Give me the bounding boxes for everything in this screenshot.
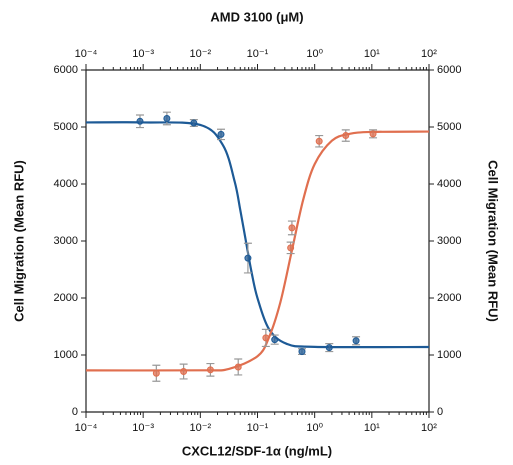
x2-tick-label: 10⁻⁴ [75, 48, 98, 60]
y-tick-label: 5000 [54, 121, 78, 133]
y2-tick-label: 0 [437, 406, 443, 418]
x-tick-label: 10⁻⁴ [75, 422, 98, 434]
data-point [152, 369, 160, 377]
data-point [234, 363, 242, 371]
data-point [342, 132, 350, 140]
data-point [288, 224, 296, 232]
y-tick-label: 1000 [54, 349, 78, 361]
y2-tick-label: 6000 [437, 64, 461, 76]
y2-tick-label: 1000 [437, 349, 461, 361]
y-tick-label: 4000 [54, 178, 78, 190]
data-point [287, 244, 295, 252]
data-point [262, 334, 270, 342]
data-point [298, 348, 306, 356]
y2-tick-label: 3000 [437, 235, 461, 247]
data-point [244, 254, 252, 262]
data-point [180, 368, 188, 376]
top-axis-title: AMD 3100 (μM) [210, 9, 303, 24]
data-point [325, 344, 333, 352]
x2-tick-label: 10⁻¹ [247, 48, 269, 60]
data-point [217, 130, 225, 138]
x-tick-label: 10⁻² [189, 422, 211, 434]
y-tick-label: 2000 [54, 292, 78, 304]
y-tick-label: 0 [72, 406, 78, 418]
data-point [163, 114, 171, 122]
fit-curve [85, 121, 430, 349]
data-point [369, 130, 377, 138]
y-axis-title: Cell Migration (Mean RFU) [11, 160, 26, 322]
data-point [315, 137, 323, 145]
x-tick-label: 10² [421, 422, 437, 434]
x2-tick-label: 10¹ [364, 48, 380, 60]
x2-tick-label: 10² [421, 48, 437, 60]
y-tick-label: 3000 [54, 235, 78, 247]
fit-curve [85, 130, 430, 372]
data-point [352, 337, 360, 345]
data-point [206, 366, 214, 374]
data-point [136, 117, 144, 125]
x2-tick-label: 10⁰ [306, 48, 323, 60]
x-axis-title: CXCL12/SDF-1α (ng/mL) [182, 443, 332, 458]
y2-axis-title: Cell Migration (Mean RFU) [486, 160, 501, 322]
x-tick-label: 10⁻³ [132, 422, 154, 434]
x-tick-label: 10⁻¹ [247, 422, 269, 434]
x2-tick-label: 10⁻³ [132, 48, 154, 60]
y2-tick-label: 2000 [437, 292, 461, 304]
y-tick-label: 6000 [54, 64, 78, 76]
x-tick-label: 10⁰ [306, 422, 323, 434]
data-point [271, 336, 279, 344]
x2-tick-label: 10⁻² [189, 48, 211, 60]
y2-tick-label: 4000 [437, 178, 461, 190]
data-point [190, 119, 198, 127]
y2-tick-label: 5000 [437, 121, 461, 133]
x-tick-label: 10¹ [364, 422, 380, 434]
